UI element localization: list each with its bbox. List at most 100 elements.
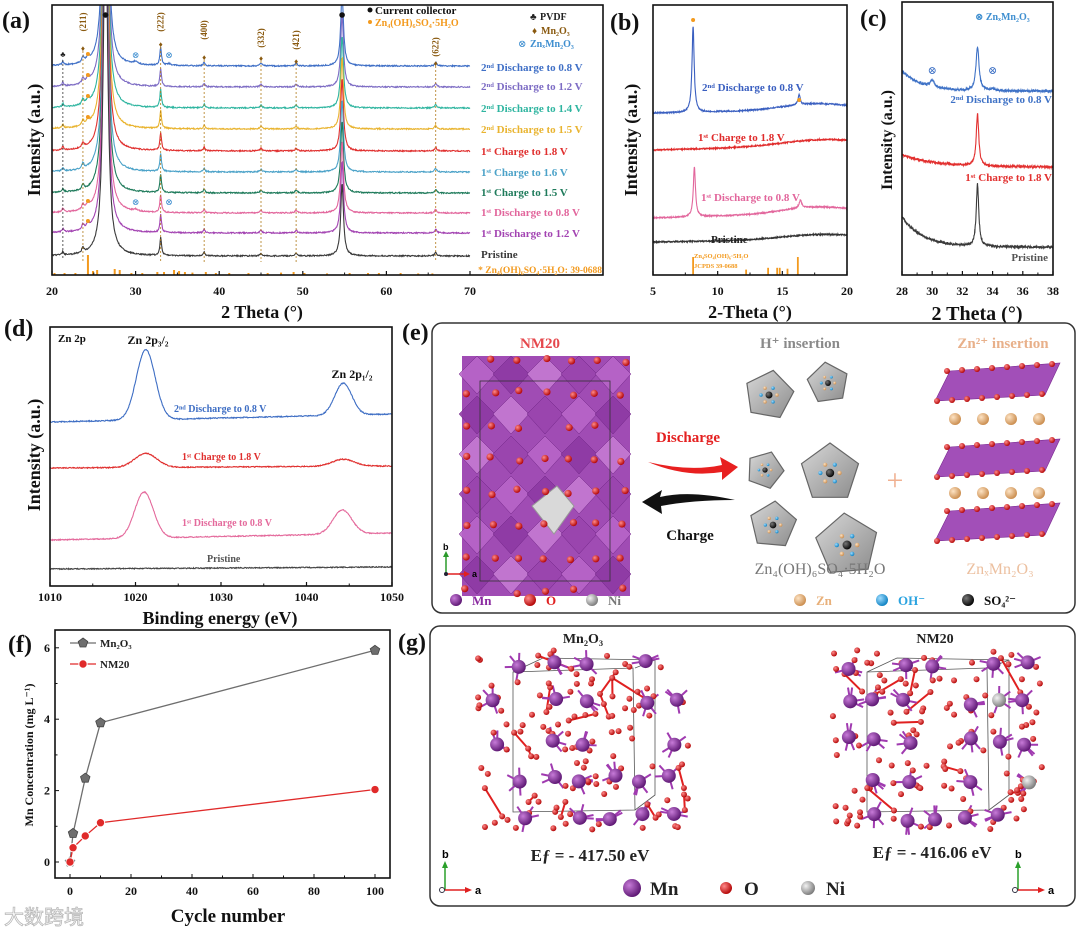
oxygen-atom (680, 784, 687, 791)
current-collector-marker-icon (102, 12, 109, 18)
oxygen-atom (543, 709, 550, 716)
zinc-ion (769, 468, 773, 472)
discharge-label: Discharge (656, 430, 720, 446)
oxygen-atom (890, 807, 897, 814)
oxygen-atom (490, 729, 497, 736)
oxygen-atom (890, 815, 897, 822)
oxygen-atom (1008, 651, 1015, 658)
oxygen-atom (564, 489, 572, 498)
series-label-a-2: 2ⁿᵈ Discharge to 1.4 V (481, 103, 583, 115)
zinc-ion (833, 381, 837, 385)
y-tick-label: 4 (44, 712, 50, 726)
charge-arrow-icon (642, 490, 735, 514)
oxygen-atom (876, 672, 883, 679)
oxygen-atom (904, 760, 911, 767)
nickel-atom (1022, 775, 1037, 790)
panel-label-c: (c) (860, 6, 887, 32)
legend-marker-icon (77, 637, 89, 648)
oxygen-atom (990, 728, 997, 735)
oxygen-atom (934, 474, 940, 480)
oxygen-atom (934, 538, 940, 544)
zinc-ion (977, 487, 989, 499)
oxygen-atom (910, 727, 917, 734)
oxygen-atom (944, 368, 950, 374)
mn2o3-formation-energy: Eƒ = - 417.50 eV (531, 846, 650, 865)
oxygen-atom (491, 554, 499, 562)
a-axis-arrowhead (464, 571, 470, 577)
manganese-atom (571, 774, 586, 789)
hydroxide-ion (829, 387, 833, 391)
bond (611, 677, 647, 700)
oxygen-atom (997, 655, 1004, 662)
oxygen-atom (569, 519, 578, 527)
oxygen-atom (504, 816, 511, 823)
oxygen-atom (478, 765, 485, 772)
reference-label-b-2: JCPDS 39-0688 (694, 263, 738, 270)
legend-label-e-1: O (546, 593, 556, 608)
legend-swatch-1-icon (720, 882, 732, 894)
oxygen-atom (571, 713, 578, 720)
x-tick-label: 40 (213, 284, 225, 298)
x-tick-label: 1020 (124, 590, 148, 604)
oxygen-atom (463, 521, 471, 530)
oxygen-atom (974, 366, 980, 372)
znxmn2o3-otimes-icon: ⊗ (132, 50, 140, 60)
mno6-octahedron (492, 355, 530, 395)
oxygen-atom (857, 809, 864, 816)
hydroxide-ion (849, 533, 855, 539)
y-tick-label: 2 (44, 784, 50, 798)
oxygen-atom (567, 811, 574, 818)
oxygen-atom (1005, 753, 1012, 760)
mno6-octahedron (594, 435, 632, 475)
zn-phase-marker-icon (85, 52, 90, 56)
oxygen-atom (681, 791, 688, 798)
zinc-ion (1005, 413, 1017, 425)
znxmn2o3-otimes-icon: ⊗ (165, 197, 173, 207)
x-tick-label: 5 (650, 284, 656, 298)
oxygen-atom (591, 519, 600, 527)
x-tick-label: 30 (926, 284, 938, 298)
legend-label-f-0: Mn₂O₃ (100, 638, 132, 650)
oxygen-atom (1033, 709, 1040, 716)
zn-phase-marker-icon (85, 219, 90, 223)
mno6-octahedron (492, 475, 530, 515)
oxygen-atom (553, 804, 560, 811)
mno6-octahedron (560, 395, 598, 435)
y-axis-title-b: Intensity (a.u.) (621, 84, 642, 197)
series-label-a-4: 1ˢᵗ Charge to 1.8 V (481, 146, 568, 158)
series-label-a-9: Pristine (481, 249, 518, 261)
x-ticks-d: 1010 1020 1030 1040 1050 (38, 582, 404, 604)
mn2o3-diamond-icon: ♦ (159, 40, 163, 49)
oxygen-atom (582, 711, 589, 718)
oxygen-atom (1018, 676, 1025, 683)
manganese-atom (545, 733, 560, 748)
data-point-0-4 (369, 644, 381, 655)
oxygen-atom (536, 692, 543, 699)
oxygen-atom (515, 522, 523, 530)
legend-current-collector: Current collector (375, 5, 456, 17)
trace-d-1 (50, 452, 392, 470)
bond (677, 767, 685, 789)
oxygen-atom (859, 688, 866, 695)
zn-phase-marker-icon (368, 20, 372, 24)
x-tick-label: 60 (247, 884, 259, 898)
oxygen-atom (487, 355, 495, 363)
oxygen-atom (629, 735, 636, 742)
oxygen-atom (569, 745, 576, 752)
oxygen-atom (1020, 806, 1027, 813)
mno6-octahedron (560, 355, 598, 395)
zinc-ion (977, 413, 989, 425)
y-tick-label: 0 (44, 855, 50, 869)
manganese-atom (1015, 693, 1030, 708)
zinc-ion (839, 551, 845, 557)
oxygen-atom (1004, 440, 1010, 446)
b-axis-arrowhead (1015, 861, 1021, 868)
oxygen-atom (917, 823, 924, 830)
oxygen-atom (562, 820, 569, 827)
oxygen-atom (1000, 804, 1007, 811)
zn-phase-marker-icon (85, 115, 90, 119)
oxygen-atom (592, 773, 599, 780)
hydroxide-ion (832, 479, 837, 484)
oxygen-atom (1020, 790, 1027, 797)
oxygen-atom (854, 647, 861, 654)
